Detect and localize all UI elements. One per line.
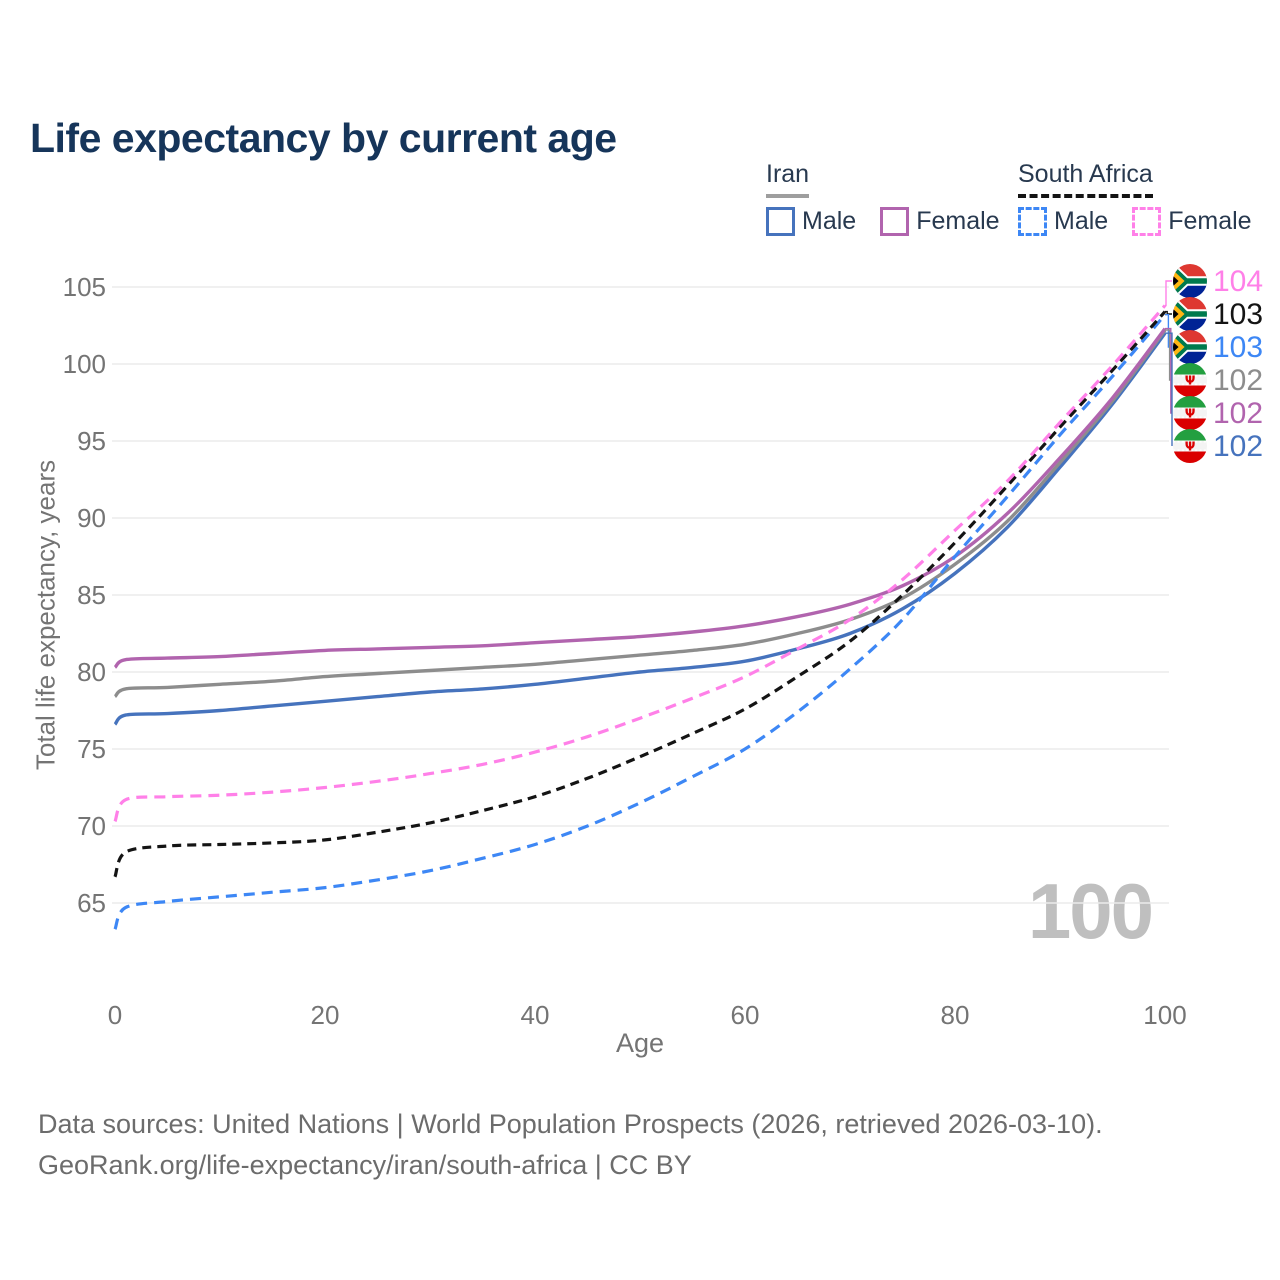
iran-female-swatch-icon xyxy=(880,207,910,236)
south-africa-female-swatch-icon xyxy=(1132,207,1162,236)
end-value-label-sa-female: 104 xyxy=(1213,265,1263,298)
end-value-label-iran-male: 102 xyxy=(1213,430,1263,463)
legend-item-label: Male xyxy=(802,207,857,235)
svg-text:Ψ: Ψ xyxy=(1185,406,1196,421)
y-tick-label: 65 xyxy=(77,888,106,918)
series-line-iran-male xyxy=(113,332,1167,726)
south-africa-male-swatch-icon xyxy=(1018,207,1047,236)
legend-country-south-africa: South Africa xyxy=(1018,160,1153,198)
y-axis-title: Total life expectancy, years xyxy=(30,459,61,771)
south-africa-flag-icon xyxy=(1173,297,1207,331)
iran-flag-icon: Ψ xyxy=(1173,429,1207,463)
y-tick-label: 85 xyxy=(77,580,106,610)
y-tick-label: 70 xyxy=(77,811,106,841)
y-tick-label: 95 xyxy=(77,426,106,456)
y-tick-label: 75 xyxy=(77,734,106,764)
end-value-label-sa-male: 103 xyxy=(1213,331,1263,364)
y-tick-label: 105 xyxy=(63,272,106,302)
age-counter-watermark: 100 xyxy=(1027,867,1154,955)
data-sources-footer: Data sources: United Nations | World Pop… xyxy=(38,1104,1103,1186)
legend-group-iran: Iran Male Female xyxy=(766,160,1000,236)
leader-line-iran-male xyxy=(1165,332,1173,446)
y-tick-label: 80 xyxy=(77,657,106,687)
iran-male-swatch-icon xyxy=(766,207,795,236)
end-value-label-iran-all: 102 xyxy=(1213,364,1263,397)
x-tick-label: 0 xyxy=(108,1000,122,1030)
page-title: Life expectancy by current age xyxy=(30,115,617,162)
x-axis-title: Age xyxy=(615,1028,665,1058)
legend-item-south-africa-male[interactable]: Male xyxy=(1018,207,1108,236)
leader-line-sa-female xyxy=(1165,280,1172,307)
end-value-label-iran-female: 102 xyxy=(1213,397,1263,430)
x-tick-label: 40 xyxy=(521,1000,550,1030)
x-tick-label: 20 xyxy=(311,1000,340,1030)
y-tick-label: 90 xyxy=(77,503,106,533)
legend-item-label: Female xyxy=(916,207,1000,235)
footer-line-1: Data sources: United Nations | World Pop… xyxy=(38,1109,1103,1139)
x-tick-label: 100 xyxy=(1143,1000,1186,1030)
legend-item-iran-male[interactable]: Male xyxy=(766,207,856,236)
legend-row-iran: Male Female xyxy=(766,207,1000,236)
south-africa-flag-icon xyxy=(1173,330,1207,364)
legend-country-iran: Iran xyxy=(766,160,810,198)
legend-item-iran-female[interactable]: Female xyxy=(880,207,1000,236)
legend-item-label: Female xyxy=(1168,207,1252,235)
footer-line-2: GeoRank.org/life-expectancy/iran/south-a… xyxy=(38,1150,692,1180)
series-line-iran-all xyxy=(113,329,1167,699)
x-tick-label: 60 xyxy=(731,1000,760,1030)
svg-text:Ψ: Ψ xyxy=(1185,439,1196,454)
series-line-iran-female xyxy=(113,327,1167,669)
legend-row-south-africa: Male Female xyxy=(1018,207,1252,236)
legend-group-south-africa: South Africa Male Female xyxy=(1018,160,1252,236)
iran-flag-icon: Ψ xyxy=(1173,396,1207,430)
end-value-label-sa-all: 103 xyxy=(1213,298,1263,331)
x-tick-label: 80 xyxy=(941,1000,970,1030)
leader-line-sa-all xyxy=(1165,310,1172,315)
series-line-sa-male xyxy=(113,313,1167,930)
svg-text:Ψ: Ψ xyxy=(1185,373,1196,388)
series-line-sa-all xyxy=(113,310,1167,878)
series-line-sa-female xyxy=(113,304,1167,823)
legend-item-south-africa-female[interactable]: Female xyxy=(1132,207,1252,236)
y-tick-label: 100 xyxy=(63,349,106,379)
legend-item-label: Male xyxy=(1054,207,1109,235)
south-africa-flag-icon xyxy=(1173,264,1207,298)
iran-flag-icon: Ψ xyxy=(1173,363,1207,397)
